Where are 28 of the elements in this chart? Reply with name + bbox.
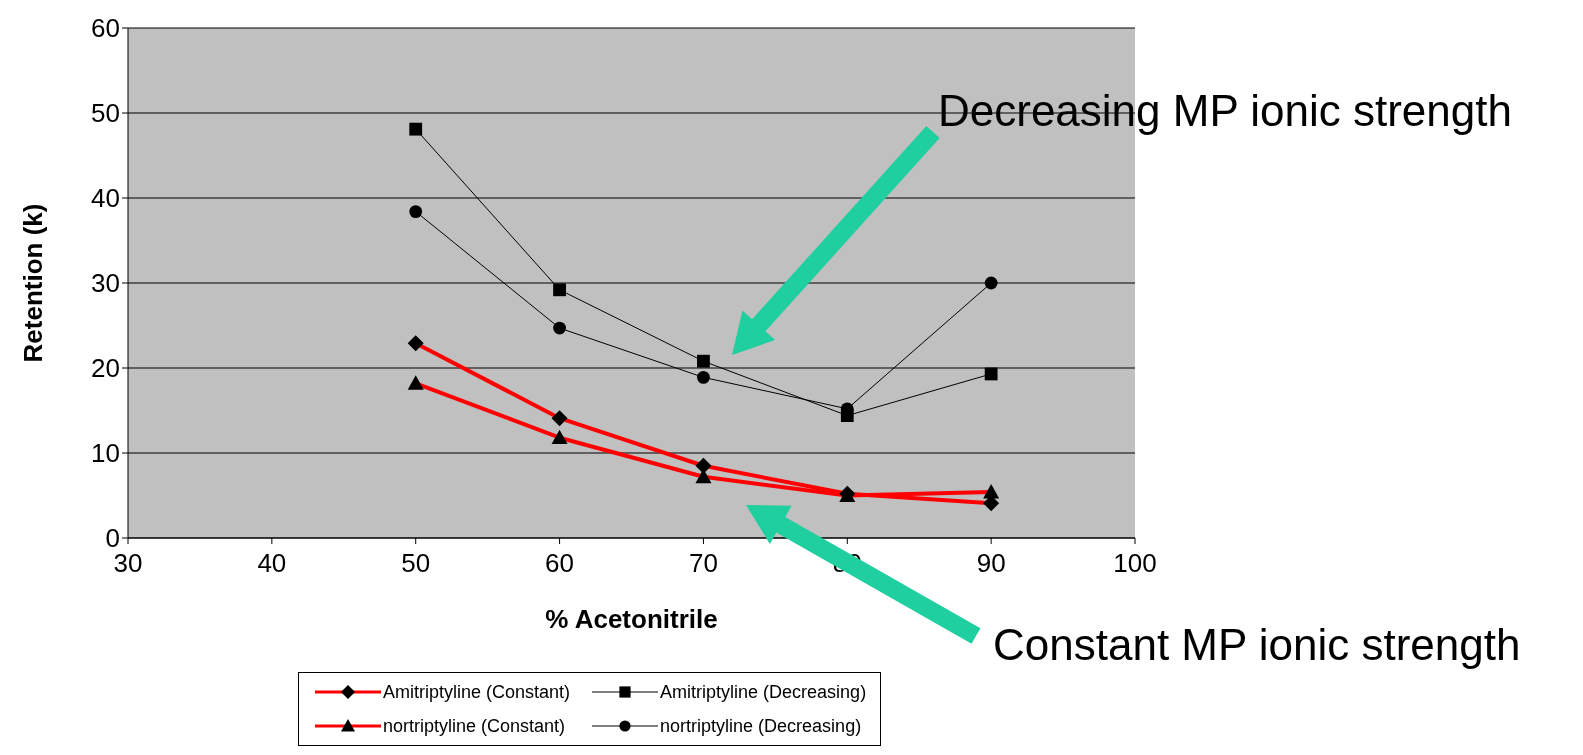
x-axis-title: % Acetonitrile <box>545 604 718 634</box>
legend-label: nortriptyline (Constant) <box>383 715 566 737</box>
x-tick-label: 60 <box>545 548 575 579</box>
legend-label: nortriptyline (Decreasing) <box>660 715 862 737</box>
x-tick-label: 70 <box>688 548 718 579</box>
point <box>409 205 423 218</box>
legend-label: Amitriptyline (Constant) <box>383 681 571 703</box>
y-tick-label: 30 <box>91 268 120 299</box>
y-tick-label: 20 <box>91 353 120 384</box>
y-tick-label: 10 <box>91 438 120 469</box>
x-tick-label: 50 <box>401 548 431 579</box>
point <box>553 321 566 335</box>
x-tick-label: 90 <box>976 548 1006 579</box>
y-tick-label: 40 <box>91 183 120 214</box>
point <box>984 276 998 290</box>
point <box>697 370 710 384</box>
text: Constant MP ionic strength <box>993 620 1521 670</box>
point <box>553 283 566 297</box>
y-tick-label: 60 <box>91 13 120 44</box>
point <box>697 354 710 368</box>
legend-label: Amitriptyline (Decreasing) <box>660 681 867 703</box>
x-tick-label: 40 <box>257 548 287 579</box>
point <box>984 367 998 381</box>
y-axis-title: Retention (k) <box>18 203 49 363</box>
annotation: Decreasing MP ionic strength <box>938 86 1512 136</box>
y-tick-label: 50 <box>91 98 120 129</box>
point <box>409 122 423 136</box>
x-tick-label: 100 <box>1113 548 1157 579</box>
